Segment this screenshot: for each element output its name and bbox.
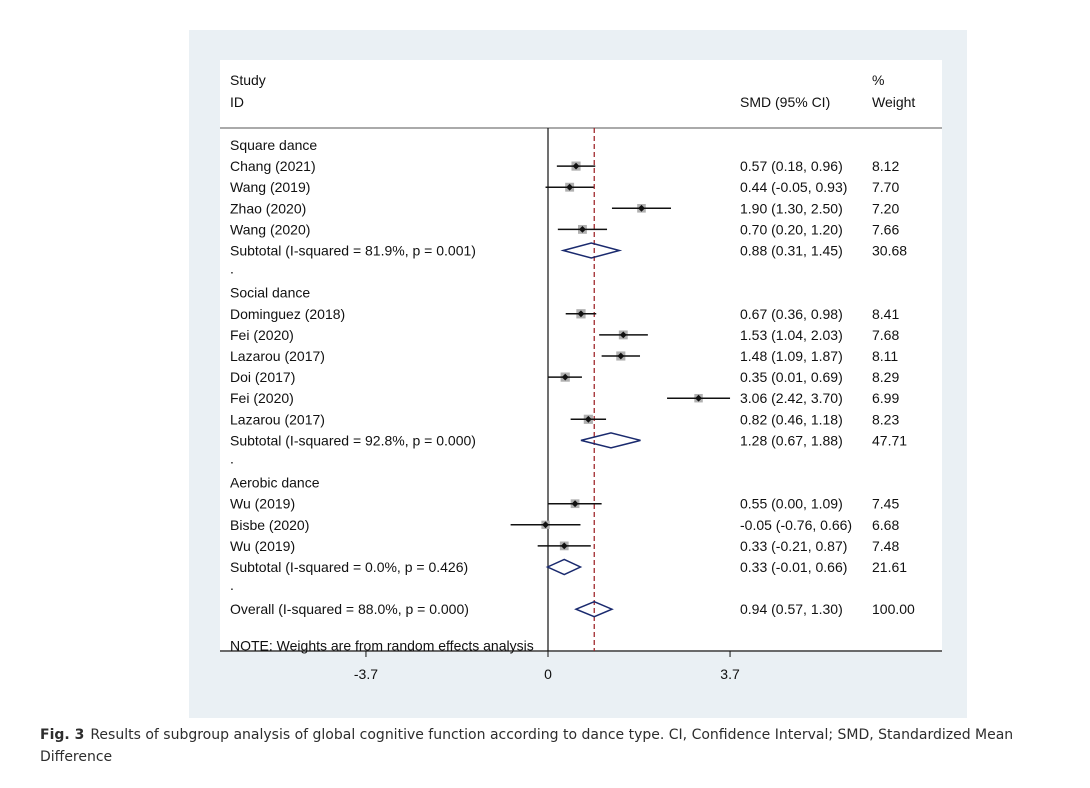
study-weight: 7.48	[872, 538, 899, 554]
study-weight: 7.20	[872, 200, 899, 216]
study-label: Fei (2020)	[230, 327, 294, 343]
study-label: Zhao (2020)	[230, 200, 306, 216]
point-estimate-marker	[619, 331, 627, 339]
group-heading: Aerobic dance	[230, 475, 320, 491]
study-weight: 8.29	[872, 369, 899, 385]
study-weight: 8.41	[872, 306, 899, 322]
study-label: Dominguez (2018)	[230, 306, 345, 322]
subtotal-weight: 30.68	[872, 243, 907, 259]
study-ci-text: 0.55 (0.00, 1.09)	[740, 496, 843, 512]
overall-weight: 100.00	[872, 601, 915, 617]
point-estimate-marker	[577, 310, 585, 318]
study-label: Doi (2017)	[230, 369, 295, 385]
overall-diamond	[574, 600, 614, 618]
subtotal-weight: 21.61	[872, 559, 907, 575]
point-estimate-marker	[617, 352, 625, 360]
figure-caption: Fig. 3 Results of subgroup analysis of gl…	[40, 724, 1060, 768]
study-ci-text: 0.57 (0.18, 0.96)	[740, 158, 843, 174]
study-ci-text: -0.05 (-0.76, 0.66)	[740, 517, 852, 533]
point-estimate-marker	[542, 521, 549, 529]
subtotal-ci-text: 1.28 (0.67, 1.88)	[740, 432, 843, 448]
study-weight: 6.68	[872, 517, 899, 533]
study-ci-text: 0.70 (0.20, 1.20)	[740, 221, 843, 237]
header-estimate: SMD (95% CI)	[740, 94, 830, 110]
study-label: Wang (2019)	[230, 179, 310, 195]
study-weight: 7.70	[872, 179, 899, 195]
forest-plot-panel: Study ID SMD (95% CI)% Weight -3.7 0 3.7 Square…	[220, 60, 942, 682]
study-ci-text: 0.44 (-0.05, 0.93)	[740, 179, 847, 195]
study-ci-text: 0.35 (0.01, 0.69)	[740, 369, 843, 385]
subtotal-label: Subtotal (I-squared = 0.0%, p = 0.426)	[230, 559, 468, 575]
point-estimate-marker	[566, 183, 574, 191]
study-weight: 6.99	[872, 390, 899, 406]
study-label: Chang (2021)	[230, 158, 316, 174]
header-weight: Weight	[872, 94, 915, 110]
separator-dot: .	[230, 451, 234, 467]
header-id: ID	[230, 94, 244, 110]
study-weight: 8.23	[872, 411, 899, 427]
separator-dot: .	[230, 577, 234, 593]
study-label: Wu (2019)	[230, 496, 295, 512]
point-estimate-marker	[638, 204, 645, 212]
subtotal-diamond	[560, 242, 623, 259]
study-weight: 7.68	[872, 327, 899, 343]
subtotal-ci-text: 0.88 (0.31, 1.45)	[740, 243, 843, 259]
subtotal-weight: 47.71	[872, 432, 907, 448]
study-ci-text: 1.48 (1.09, 1.87)	[740, 348, 843, 364]
figure-label: Fig. 3	[40, 727, 85, 743]
x-tick-label-2: 3.7	[720, 666, 740, 682]
study-ci-text: 1.90 (1.30, 2.50)	[740, 200, 843, 216]
study-label: Wu (2019)	[230, 538, 295, 554]
study-weight: 7.66	[872, 221, 899, 237]
group-heading: Square dance	[230, 137, 317, 153]
separator-dot: .	[230, 261, 234, 277]
study-weight: 7.45	[872, 496, 899, 512]
study-label: Wang (2020)	[230, 221, 310, 237]
study-ci-text: 1.53 (1.04, 2.03)	[740, 327, 843, 343]
subtotal-label: Subtotal (I-squared = 92.8%, p = 0.000)	[230, 432, 476, 448]
study-label: Fei (2020)	[230, 390, 294, 406]
study-label: Lazarou (2017)	[230, 348, 325, 364]
point-estimate-marker	[561, 373, 569, 381]
point-estimate-marker	[695, 394, 702, 402]
x-tick-label-0: -3.7	[354, 666, 378, 682]
study-label: Lazarou (2017)	[230, 411, 325, 427]
overall-label: Overall (I-squared = 88.0%, p = 0.000)	[230, 601, 469, 617]
study-label: Bisbe (2020)	[230, 517, 309, 533]
caption-text: Results of subgroup analysis of global c…	[40, 727, 1014, 765]
forest-plot: Study ID SMD (95% CI)% Weight -3.7 0 3.7 Square…	[220, 72, 942, 682]
subtotal-label: Subtotal (I-squared = 81.9%, p = 0.001)	[230, 243, 476, 259]
study-weight: 8.11	[872, 348, 898, 364]
weights-note: NOTE: Weights are from random effects an…	[230, 637, 534, 653]
x-tick-label-1: 0	[544, 666, 552, 682]
study-ci-text: 0.33 (-0.21, 0.87)	[740, 538, 847, 554]
study-ci-text: 0.67 (0.36, 0.98)	[740, 306, 843, 322]
group-heading: Social dance	[230, 285, 310, 301]
header-study: Study	[230, 72, 266, 88]
point-estimate-marker	[584, 415, 592, 423]
header-weight-percent: %	[872, 72, 884, 88]
study-weight: 8.12	[872, 158, 899, 174]
subtotal-ci-text: 0.33 (-0.01, 0.66)	[740, 559, 847, 575]
subtotal-diamond	[580, 432, 641, 449]
study-ci-text: 3.06 (2.42, 3.70)	[740, 390, 843, 406]
point-estimate-marker	[560, 542, 568, 550]
study-ci-text: 0.82 (0.46, 1.18)	[740, 411, 843, 427]
overall-ci-text: 0.94 (0.57, 1.30)	[740, 601, 843, 617]
subtotal-diamond	[545, 558, 583, 576]
